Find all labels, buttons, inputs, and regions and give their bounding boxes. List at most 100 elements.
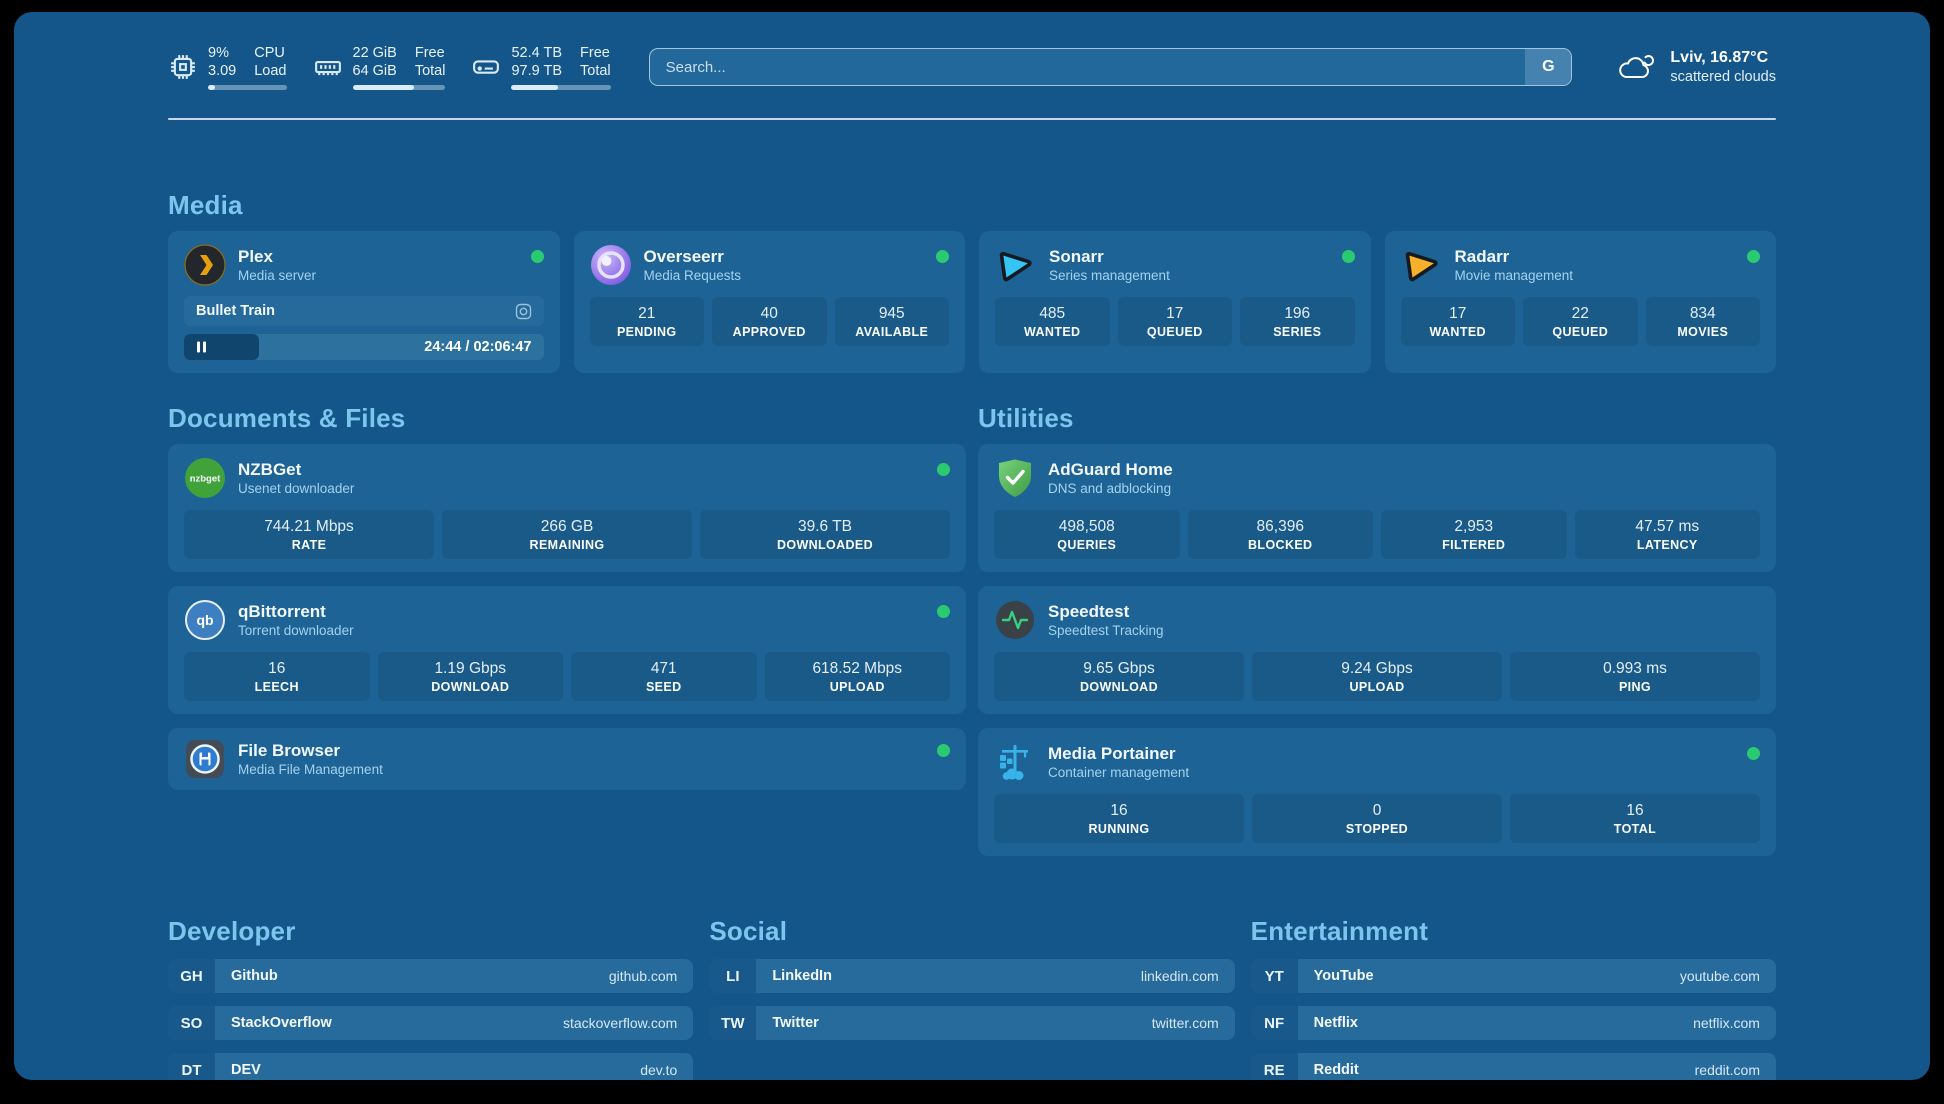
dashboard-panel: 9% CPU 3.09 Load [14,12,1930,1080]
app-title: qBittorrent [238,602,326,621]
app-card-plex[interactable]: Plex Media server Bullet Train [168,231,560,373]
link-tag: LI [709,959,757,993]
stat-latency: 47.57 ms LATENCY [1574,510,1760,559]
app-subtitle: Media File Management [238,762,383,777]
scattered-clouds-icon [1616,50,1658,84]
link-netflix[interactable]: NF Netflix netflix.com [1250,1006,1776,1040]
app-card-nzbget[interactable]: nzbget NZBGet Usenet downloader 74 [168,444,966,572]
app-title: NZBGet [238,460,302,479]
status-dot [1747,250,1760,263]
section-heading-utilities: Utilities [978,403,1074,433]
link-tag: SO [168,1006,215,1040]
app-card-adguard[interactable]: AdGuard Home DNS and adblocking 498,508 … [978,444,1776,572]
pause-button[interactable] [195,340,208,355]
nzbget-icon: nzbget [184,457,226,499]
link-tag: DT [168,1053,215,1080]
app-card-overseerr[interactable]: Overseerr Media Requests 21 PENDING 40 A… [573,231,965,373]
ram-icon [313,52,343,82]
stat-available: 945 AVAILABLE [834,297,949,346]
header-divider [168,118,1776,120]
link-twitter[interactable]: TW Twitter twitter.com [709,1006,1235,1040]
metric-disk: 52.4 TB Free 97.9 TB Total [471,44,611,90]
app-card-qbittorrent[interactable]: qb qBittorrent Torrent downloader [168,586,966,714]
svg-text:qb: qb [196,612,213,628]
app-subtitle: DNS and adblocking [1048,481,1172,496]
status-dot [1341,250,1355,263]
stat-running: 16 RUNNING [994,794,1244,843]
search-engine-button[interactable]: G [1525,49,1572,85]
status-dot [530,250,544,263]
stat-approved: 40 APPROVED [712,297,827,346]
stat-ping: 0.993 ms PING [1510,652,1760,701]
system-metrics: 9% CPU 3.09 Load [168,45,611,90]
app-subtitle: Speedtest Tracking [1048,623,1164,638]
status-dot [937,463,950,476]
top-bar: 9% CPU 3.09 Load [168,42,1776,92]
link-github[interactable]: GH Github github.com [168,959,694,993]
filebrowser-icon [184,738,226,780]
section-heading-documents: Documents & Files [168,403,406,433]
stat-movies: 834 MOVIES [1645,297,1760,346]
disk-icon [471,52,501,82]
app-card-radarr[interactable]: Radarr Movie management 17 WANTED 22 QUE… [1384,231,1776,373]
app-title: Sonarr [1049,247,1104,266]
link-tag: NF [1250,1006,1298,1040]
app-title: File Browser [238,741,341,760]
sonarr-icon [995,244,1037,286]
stat-download: 9.65 Gbps DOWNLOAD [994,652,1244,701]
link-stackoverflow[interactable]: SO StackOverflow stackoverflow.com [168,1006,694,1040]
stat-queued: 17 QUEUED [1117,297,1232,346]
section-heading-media: Media [168,190,243,220]
session-icon[interactable] [515,303,532,320]
stat-wanted: 17 WANTED [1400,297,1515,346]
cpu-usage-value: 9% [208,44,229,61]
link-tag: TW [709,1006,757,1040]
status-dot [936,250,949,263]
stat-blocked: 86,396 BLOCKED [1187,510,1373,559]
app-card-sonarr[interactable]: Sonarr Series management 485 WANTED 17 Q… [979,231,1371,373]
link-linkedin[interactable]: LI LinkedIn linkedin.com [709,959,1235,993]
app-title: Radarr [1454,247,1510,266]
link-dev[interactable]: DT DEV dev.to [168,1053,694,1080]
disk-total-label: Total [580,62,611,79]
stat-pending: 21 PENDING [589,297,704,346]
metric-cpu: 9% CPU 3.09 Load [168,45,287,90]
cpu-icon [168,52,198,82]
app-card-speedtest[interactable]: Speedtest Speedtest Tracking 9.65 Gbps D… [978,586,1776,714]
app-card-portainer[interactable]: Media Portainer Container management 16 … [978,728,1776,856]
link-youtube[interactable]: YT YouTube youtube.com [1250,959,1776,993]
speedtest-icon [994,599,1036,641]
search-input[interactable] [649,49,1526,85]
stat-series: 196 SERIES [1240,297,1355,346]
link-tag: YT [1250,959,1298,993]
playback-progress-bar: 24:44 / 02:06:47 [184,334,544,360]
plex-icon [184,244,226,286]
stat-queued: 22 QUEUED [1523,297,1638,346]
disk-free-label: Free [580,44,610,61]
link-reddit[interactable]: RE Reddit reddit.com [1250,1053,1776,1080]
media-card-row: Plex Media server Bullet Train [168,231,1776,373]
radarr-icon [1401,244,1443,286]
stat-filtered: 2,953 FILTERED [1381,510,1567,559]
memory-total-value: 64 GiB [352,62,397,79]
disk-total-value: 97.9 TB [511,62,563,79]
stat-download: 1.19 Gbps DOWNLOAD [377,652,563,701]
app-card-filebrowser[interactable]: File Browser Media File Management [168,728,966,790]
stat-queries: 498,508 QUERIES [994,510,1180,559]
weather-location: Lviv, 16.87°C [1670,49,1769,66]
stat-seed: 471 SEED [571,652,757,701]
overseerr-icon [590,244,632,286]
app-subtitle: Series management [1049,268,1170,283]
cpu-load-label: Load [254,62,287,79]
now-playing-row: Bullet Train [184,296,544,326]
section-heading-social: Social [709,916,788,946]
qbittorrent-icon: qb [184,599,226,641]
status-dot [937,744,950,757]
status-dot [1747,747,1760,760]
adguard-icon [994,457,1036,499]
weather-condition: scattered clouds [1670,69,1776,85]
stat-wanted: 485 WANTED [995,297,1110,346]
stat-upload: 618.52 Mbps UPLOAD [764,652,950,701]
stat-leech: 16 LEECH [184,652,370,701]
memory-total-label: Total [414,62,446,79]
